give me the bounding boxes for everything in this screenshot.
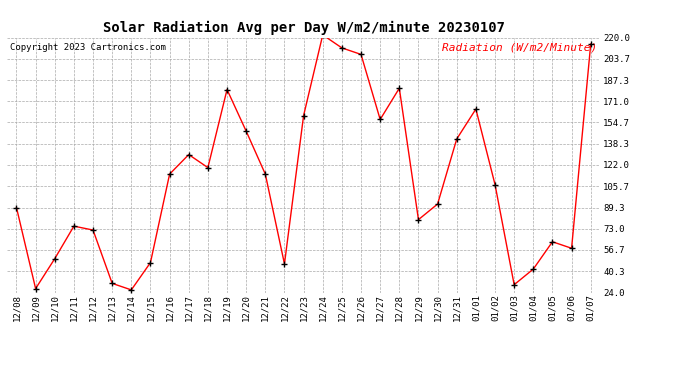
Title: Solar Radiation Avg per Day W/m2/minute 20230107: Solar Radiation Avg per Day W/m2/minute … <box>103 21 504 35</box>
Text: Copyright 2023 Cartronics.com: Copyright 2023 Cartronics.com <box>10 43 166 52</box>
Text: Radiation (W/m2/Minute): Radiation (W/m2/Minute) <box>442 43 598 52</box>
